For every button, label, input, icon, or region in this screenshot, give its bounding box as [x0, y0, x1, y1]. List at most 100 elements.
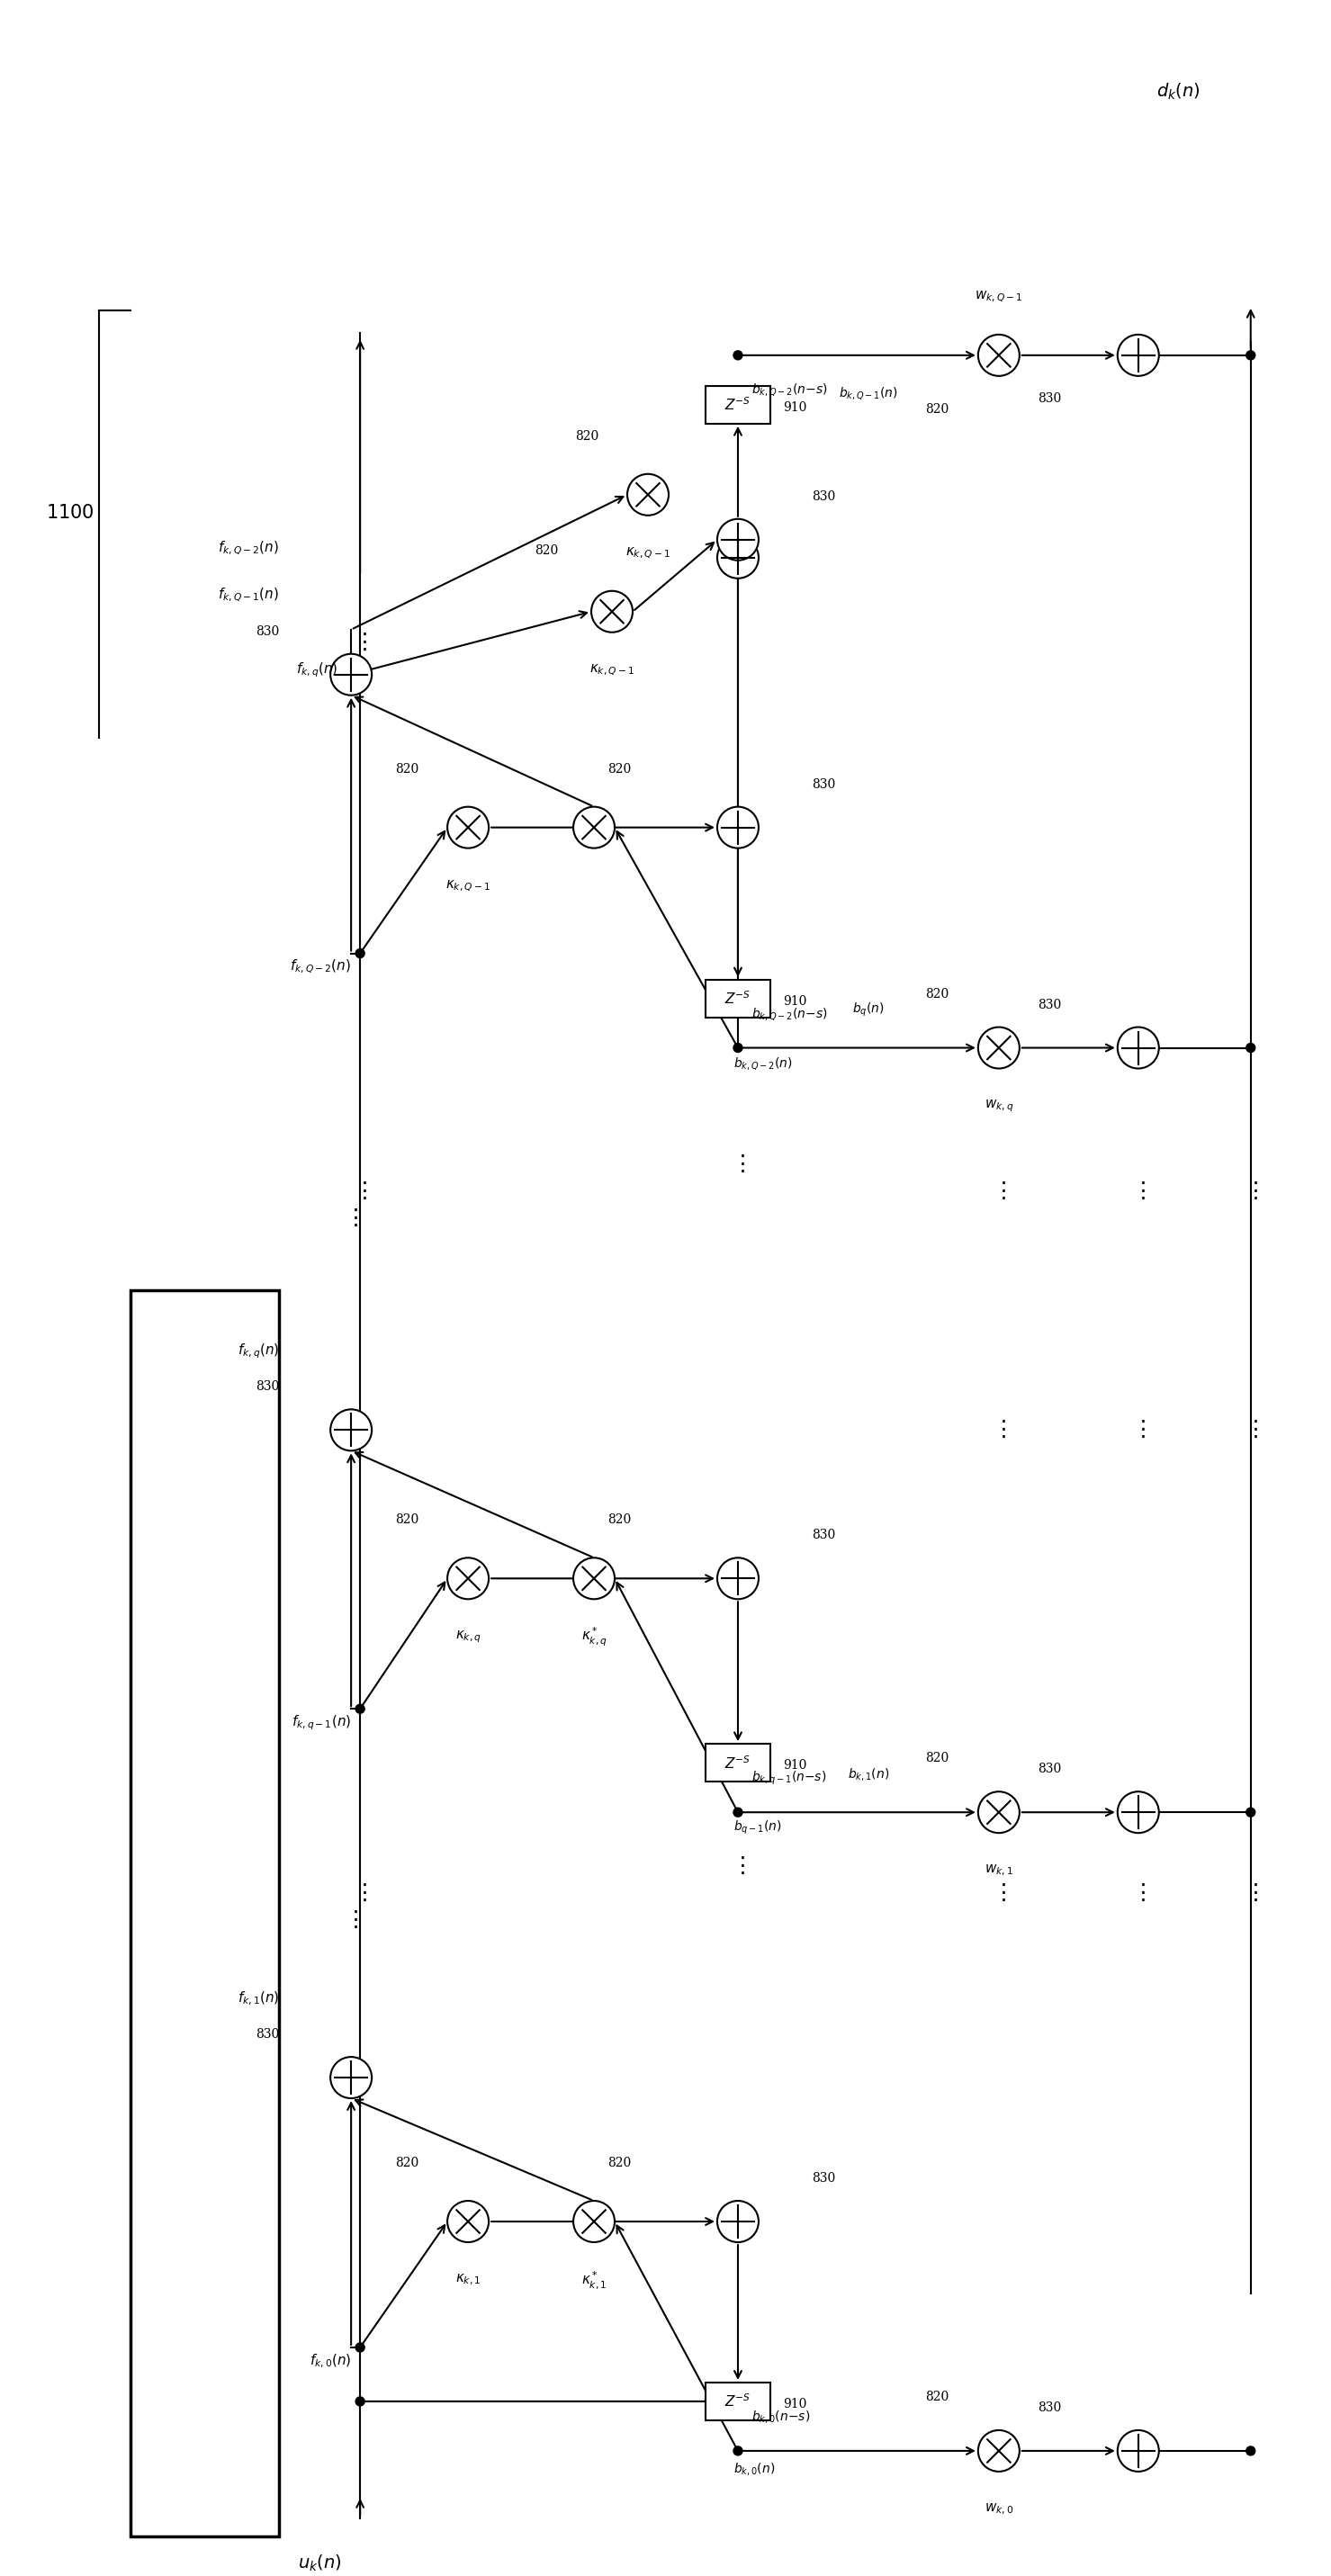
Text: $\vdots$: $\vdots$ [343, 1208, 358, 1229]
Text: 820: 820 [607, 762, 631, 775]
Text: $b_{k,0}(n{-}s)$: $b_{k,0}(n{-}s)$ [752, 2409, 811, 2424]
Circle shape [733, 1808, 743, 1816]
Circle shape [355, 2344, 365, 2352]
Text: 910: 910 [783, 1759, 807, 1772]
Text: 820: 820 [607, 1515, 631, 1525]
Text: $\kappa_{k,Q-1}$: $\kappa_{k,Q-1}$ [590, 662, 635, 677]
Circle shape [355, 948, 365, 958]
Text: 820: 820 [575, 430, 599, 443]
Circle shape [1118, 1790, 1159, 1834]
Text: $\vdots$: $\vdots$ [992, 1419, 1006, 1440]
Circle shape [447, 2200, 488, 2241]
Text: 910: 910 [783, 2398, 807, 2411]
Text: $f_{k,Q-2}(n)$: $f_{k,Q-2}(n)$ [290, 958, 351, 976]
Text: 830: 830 [256, 626, 280, 639]
Text: 830: 830 [812, 489, 835, 502]
Text: $\vdots$: $\vdots$ [353, 1182, 367, 1203]
Text: $f_{k,q}(n)$: $f_{k,q}(n)$ [237, 1342, 280, 1360]
Text: $w_{k,Q-1}$: $w_{k,Q-1}$ [974, 289, 1022, 304]
Text: 830: 830 [812, 778, 835, 791]
Circle shape [717, 2200, 759, 2241]
Text: 820: 820 [607, 2156, 631, 2169]
Text: 820: 820 [925, 402, 949, 415]
Circle shape [978, 1790, 1020, 1834]
Text: $\kappa^*_{k,1}$: $\kappa^*_{k,1}$ [582, 2269, 607, 2290]
Circle shape [447, 806, 488, 848]
Text: 820: 820 [395, 2156, 418, 2169]
Text: $f_{k,Q-2}(n)$: $f_{k,Q-2}(n)$ [218, 541, 280, 556]
Circle shape [627, 474, 668, 515]
Text: $b_{k,q-1}(n{-}s)$: $b_{k,q-1}(n{-}s)$ [752, 1770, 827, 1788]
Text: $w_{k,q}$: $w_{k,q}$ [984, 1097, 1013, 1115]
Circle shape [1246, 350, 1255, 361]
Circle shape [717, 1558, 759, 1600]
Text: $\vdots$: $\vdots$ [343, 1909, 358, 1929]
Circle shape [733, 2447, 743, 2455]
Text: $f_{k,q-1}(n)$: $f_{k,q-1}(n)$ [291, 1713, 351, 1731]
Text: 830: 830 [1038, 1762, 1062, 1775]
Circle shape [978, 335, 1020, 376]
Text: $\kappa_{k,Q-1}$: $\kappa_{k,Q-1}$ [446, 878, 491, 894]
Text: $\vdots$: $\vdots$ [1243, 1883, 1258, 1904]
FancyBboxPatch shape [705, 386, 771, 422]
Circle shape [978, 2429, 1020, 2470]
Text: 830: 830 [256, 1381, 280, 1394]
Circle shape [1246, 2447, 1255, 2455]
Text: $b_{q-1}(n)$: $b_{q-1}(n)$ [733, 1819, 781, 1837]
Circle shape [717, 518, 759, 562]
Text: 910: 910 [783, 994, 807, 1007]
Text: $u_k(n)$: $u_k(n)$ [298, 2553, 342, 2573]
Text: $f_{k,0}(n)$: $f_{k,0}(n)$ [309, 2352, 351, 2370]
Text: $b_{k,1}(n)$: $b_{k,1}(n)$ [848, 1767, 889, 1783]
Text: $Z^{-S}$: $Z^{-S}$ [725, 989, 751, 1007]
Circle shape [717, 536, 759, 580]
Text: $\vdots$: $\vdots$ [1243, 1182, 1258, 1203]
Text: $b_{k,0}(n)$: $b_{k,0}(n)$ [733, 2460, 775, 2478]
Text: $\vdots$: $\vdots$ [1131, 1182, 1145, 1203]
Text: $b_q(n)$: $b_q(n)$ [852, 1002, 884, 1018]
Text: $\kappa_{k,1}$: $\kappa_{k,1}$ [455, 2272, 480, 2287]
Text: $\kappa_{k,Q-1}$: $\kappa_{k,Q-1}$ [626, 546, 671, 562]
FancyBboxPatch shape [705, 979, 771, 1018]
FancyBboxPatch shape [705, 2383, 771, 2421]
Text: 830: 830 [812, 1530, 835, 1540]
Text: $1100$: $1100$ [47, 505, 95, 523]
Circle shape [978, 1028, 1020, 1069]
Circle shape [355, 2396, 365, 2406]
Circle shape [591, 590, 632, 631]
Text: 830: 830 [1038, 392, 1062, 404]
Text: $f_{k,q}(n)$: $f_{k,q}(n)$ [295, 662, 338, 680]
Text: $b_{k,Q-2}(n{-}s)$: $b_{k,Q-2}(n{-}s)$ [752, 381, 828, 397]
Text: $Z^{-S}$: $Z^{-S}$ [725, 1754, 751, 1772]
Text: 830: 830 [812, 2172, 835, 2184]
Text: $\vdots$: $\vdots$ [731, 1154, 745, 1175]
Text: 820: 820 [395, 1515, 418, 1525]
Circle shape [574, 1558, 615, 1600]
Text: 830: 830 [1038, 2401, 1062, 2414]
Circle shape [1246, 1043, 1255, 1051]
Text: 820: 820 [534, 544, 558, 556]
Text: $\vdots$: $\vdots$ [1131, 1883, 1145, 1904]
Text: 830: 830 [1038, 999, 1062, 1010]
Text: 820: 820 [925, 2391, 949, 2403]
Circle shape [1118, 335, 1159, 376]
Text: $\kappa^*_{k,q}$: $\kappa^*_{k,q}$ [580, 1625, 607, 1649]
Text: $w_{k,1}$: $w_{k,1}$ [985, 1862, 1013, 1878]
Circle shape [574, 2200, 615, 2241]
Circle shape [1118, 1028, 1159, 1069]
Text: $w_{k,0}$: $w_{k,0}$ [985, 2501, 1013, 2517]
FancyBboxPatch shape [705, 1744, 771, 1783]
Text: $\vdots$: $\vdots$ [992, 1883, 1006, 1904]
Text: $b_{k,Q-1}(n)$: $b_{k,Q-1}(n)$ [839, 384, 898, 402]
Circle shape [733, 350, 743, 361]
Text: $\vdots$: $\vdots$ [353, 1883, 367, 1904]
Text: $b_{k,Q-2}(n)$: $b_{k,Q-2}(n)$ [733, 1056, 793, 1072]
Text: $b_{k,Q-2}(n{-}s)$: $b_{k,Q-2}(n{-}s)$ [752, 1005, 828, 1023]
Text: $\vdots$: $\vdots$ [1131, 1419, 1145, 1440]
Circle shape [330, 2056, 371, 2099]
Text: $\vdots$: $\vdots$ [353, 634, 367, 654]
Circle shape [733, 1043, 743, 1051]
Text: $Z^{-S}$: $Z^{-S}$ [725, 2393, 751, 2409]
Circle shape [574, 806, 615, 848]
Text: $f_{k,Q-1}(n)$: $f_{k,Q-1}(n)$ [218, 587, 280, 605]
